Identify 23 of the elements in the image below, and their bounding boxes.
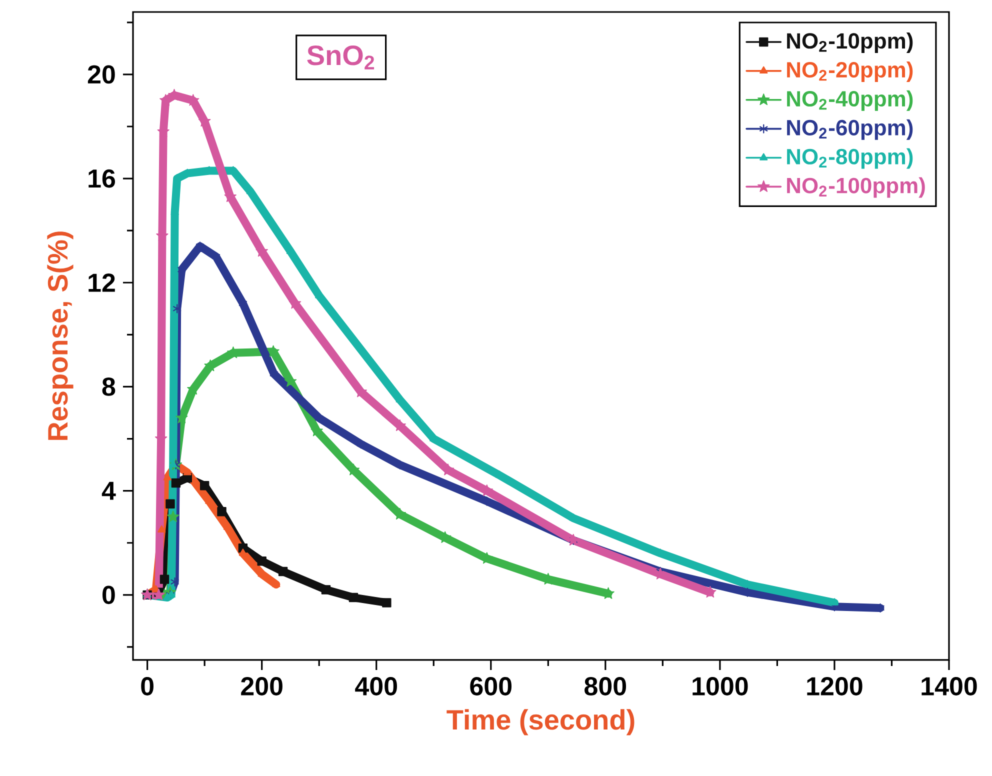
legend-label: NO$_{2}$-20ppm) — [787, 61, 913, 82]
legend-label: NO$_{2}$-40ppm) — [787, 90, 913, 111]
y-tick-label: 4 — [102, 482, 116, 500]
x-tick-label: 400 — [355, 677, 397, 696]
legend-label: NO$_{2}$-10ppm) — [787, 32, 913, 53]
y-tick-label: 8 — [102, 378, 116, 396]
y-axis-title: Response, S(%) — [47, 232, 74, 440]
x-tick-label: 0 — [141, 677, 154, 696]
y-tick-label: 16 — [88, 169, 115, 188]
x-tick-label: 1000 — [692, 677, 748, 696]
legend-label: NO$_{2}$-80ppm) — [787, 148, 913, 169]
y-tick-label: 0 — [102, 586, 115, 604]
x-tick-label: 1200 — [807, 677, 862, 696]
x-tick-label: 800 — [584, 677, 626, 696]
x-tick-label: 600 — [470, 677, 512, 696]
x-tick-label: 200 — [241, 677, 282, 696]
y-tick-label: 12 — [88, 274, 115, 292]
annotation: SnO$_{2}$ — [307, 45, 374, 70]
y-tick-label: 20 — [88, 65, 115, 84]
legend-label: NO$_{2}$-100ppm) — [787, 177, 925, 198]
x-axis-title: Time (second) — [446, 709, 634, 736]
legend-label: NO$_{2}$-60ppm) — [787, 119, 913, 140]
x-tick-label: 1400 — [922, 677, 977, 696]
